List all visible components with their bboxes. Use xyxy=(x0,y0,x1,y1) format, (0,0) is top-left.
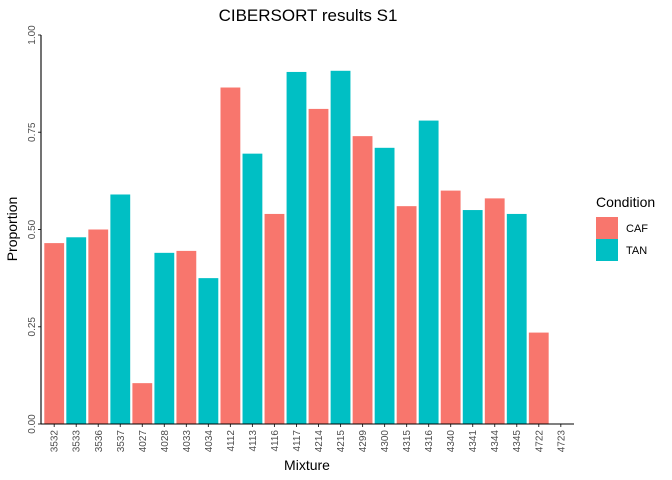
x-tick-label: 4723 xyxy=(556,430,567,453)
y-axis-ticks: 0.00 0.25 0.50 0.75 1.00 xyxy=(27,25,41,434)
x-tick-label: 3533 xyxy=(72,430,83,453)
bar-4116 xyxy=(264,213,285,424)
bar-4113 xyxy=(242,153,263,424)
bar-4341 xyxy=(462,210,483,424)
chart-title: CIBERSORT results S1 xyxy=(219,6,398,25)
x-tick-label: 4117 xyxy=(292,430,303,452)
y-tick-label: 0.75 xyxy=(27,122,38,142)
x-tick-label: 4299 xyxy=(358,430,369,453)
x-axis-title: Mixture xyxy=(284,457,330,473)
x-tick-label: 4722 xyxy=(534,430,545,453)
bar-4345 xyxy=(506,213,527,424)
x-tick-label: 4214 xyxy=(314,430,325,453)
legend-title: Condition xyxy=(596,194,655,210)
x-tick-label: 4034 xyxy=(204,430,215,453)
x-tick-label: 4028 xyxy=(160,430,171,453)
bar-4340 xyxy=(440,190,461,424)
legend-label-tan: TAN xyxy=(626,245,647,257)
x-tick-label: 4027 xyxy=(138,430,149,453)
bar-3536 xyxy=(88,229,109,424)
x-tick-label: 3537 xyxy=(116,430,127,453)
legend: Condition CAF TAN xyxy=(596,194,655,261)
y-axis-title: Proportion xyxy=(4,197,20,262)
x-axis-ticks: 3532 3533 3536 3537 4027 4028 4033 4034 4112 4113… xyxy=(50,424,567,453)
y-tick-label: 0.00 xyxy=(27,414,38,434)
x-tick-label: 4113 xyxy=(248,430,259,452)
bar-group xyxy=(44,70,549,425)
legend-label-caf: CAF xyxy=(626,223,648,235)
bar-4300 xyxy=(374,147,395,424)
y-tick-label: 1.00 xyxy=(27,25,38,45)
x-tick-label: 4116 xyxy=(270,430,281,452)
legend-swatch-caf xyxy=(596,217,618,239)
x-tick-label: 3532 xyxy=(50,430,61,453)
y-tick-label: 0.25 xyxy=(27,317,38,337)
bar-4214 xyxy=(308,108,329,424)
bar-4027 xyxy=(132,383,153,424)
bar-4316 xyxy=(418,120,439,424)
x-tick-label: 4345 xyxy=(512,430,523,453)
bar-3533 xyxy=(66,237,87,424)
bar-4722 xyxy=(528,332,549,424)
x-tick-label: 4033 xyxy=(182,430,193,453)
x-tick-label: 4112 xyxy=(226,430,237,452)
legend-swatch-tan xyxy=(596,239,618,261)
x-tick-label: 4344 xyxy=(490,430,501,453)
x-tick-label: 4316 xyxy=(424,430,435,453)
y-tick-label: 0.50 xyxy=(27,219,38,239)
bar-4299 xyxy=(352,136,373,424)
bar-4215 xyxy=(330,70,351,424)
bar-4028 xyxy=(154,252,175,424)
bar-4117 xyxy=(286,71,307,424)
bar-4315 xyxy=(396,206,417,424)
x-tick-label: 4215 xyxy=(336,430,347,453)
x-tick-label: 4340 xyxy=(446,430,457,453)
bar-3532 xyxy=(44,243,65,424)
x-tick-label: 4315 xyxy=(402,430,413,453)
bar-4033 xyxy=(176,250,197,424)
bar-4034 xyxy=(198,278,219,425)
bar-3537 xyxy=(110,194,131,424)
x-tick-label: 4341 xyxy=(468,430,479,453)
bar-4112 xyxy=(220,87,241,424)
x-tick-label: 3536 xyxy=(94,430,105,453)
bar-4344 xyxy=(484,198,505,424)
x-tick-label: 4300 xyxy=(380,430,391,453)
